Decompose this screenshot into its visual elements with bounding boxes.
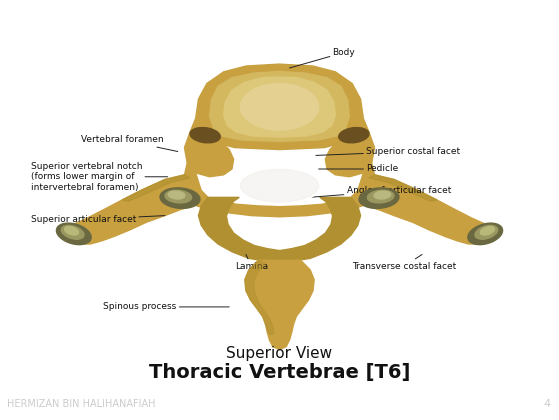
Ellipse shape: [61, 226, 84, 239]
Text: Angle of articular facet: Angle of articular facet: [299, 186, 451, 198]
Ellipse shape: [165, 190, 192, 203]
Text: Superior View: Superior View: [226, 346, 333, 361]
Ellipse shape: [480, 226, 495, 235]
Polygon shape: [196, 64, 363, 150]
Text: Vertebral foramen: Vertebral foramen: [81, 135, 178, 152]
Polygon shape: [122, 175, 190, 201]
Ellipse shape: [64, 226, 79, 235]
Ellipse shape: [339, 128, 369, 143]
Ellipse shape: [374, 191, 391, 199]
Text: Superior articular facet: Superior articular facet: [31, 215, 165, 224]
Ellipse shape: [160, 188, 200, 208]
Text: Superior vertebral notch
(forms lower margin of
intervertebral foramen): Superior vertebral notch (forms lower ma…: [31, 162, 168, 192]
Polygon shape: [72, 175, 201, 244]
Text: 4: 4: [543, 399, 551, 409]
Polygon shape: [369, 175, 437, 201]
Polygon shape: [184, 118, 234, 177]
Text: Lamina: Lamina: [235, 255, 268, 270]
Ellipse shape: [240, 84, 319, 130]
Ellipse shape: [190, 128, 220, 143]
Polygon shape: [183, 163, 376, 217]
Ellipse shape: [238, 168, 321, 204]
Polygon shape: [210, 71, 349, 142]
Ellipse shape: [168, 191, 185, 199]
Ellipse shape: [56, 223, 91, 244]
Polygon shape: [280, 197, 361, 262]
Text: Body: Body: [290, 48, 356, 68]
Polygon shape: [245, 260, 314, 349]
Ellipse shape: [468, 223, 503, 244]
Ellipse shape: [240, 169, 319, 202]
Polygon shape: [224, 77, 335, 137]
Text: HERMIZAN BIN HALIHANAFIAH: HERMIZAN BIN HALIHANAFIAH: [7, 399, 155, 409]
Polygon shape: [198, 197, 280, 262]
Polygon shape: [325, 118, 375, 177]
Text: Superior costal facet: Superior costal facet: [316, 147, 460, 156]
Ellipse shape: [359, 188, 399, 208]
Ellipse shape: [367, 190, 394, 203]
Text: Pedicle: Pedicle: [319, 165, 399, 173]
Ellipse shape: [475, 226, 498, 239]
Polygon shape: [245, 260, 274, 334]
Text: Spinous process: Spinous process: [103, 302, 229, 311]
Text: Thoracic Vertebrae [T6]: Thoracic Vertebrae [T6]: [149, 363, 410, 382]
Polygon shape: [358, 175, 487, 244]
Text: Transverse costal facet: Transverse costal facet: [352, 255, 456, 270]
